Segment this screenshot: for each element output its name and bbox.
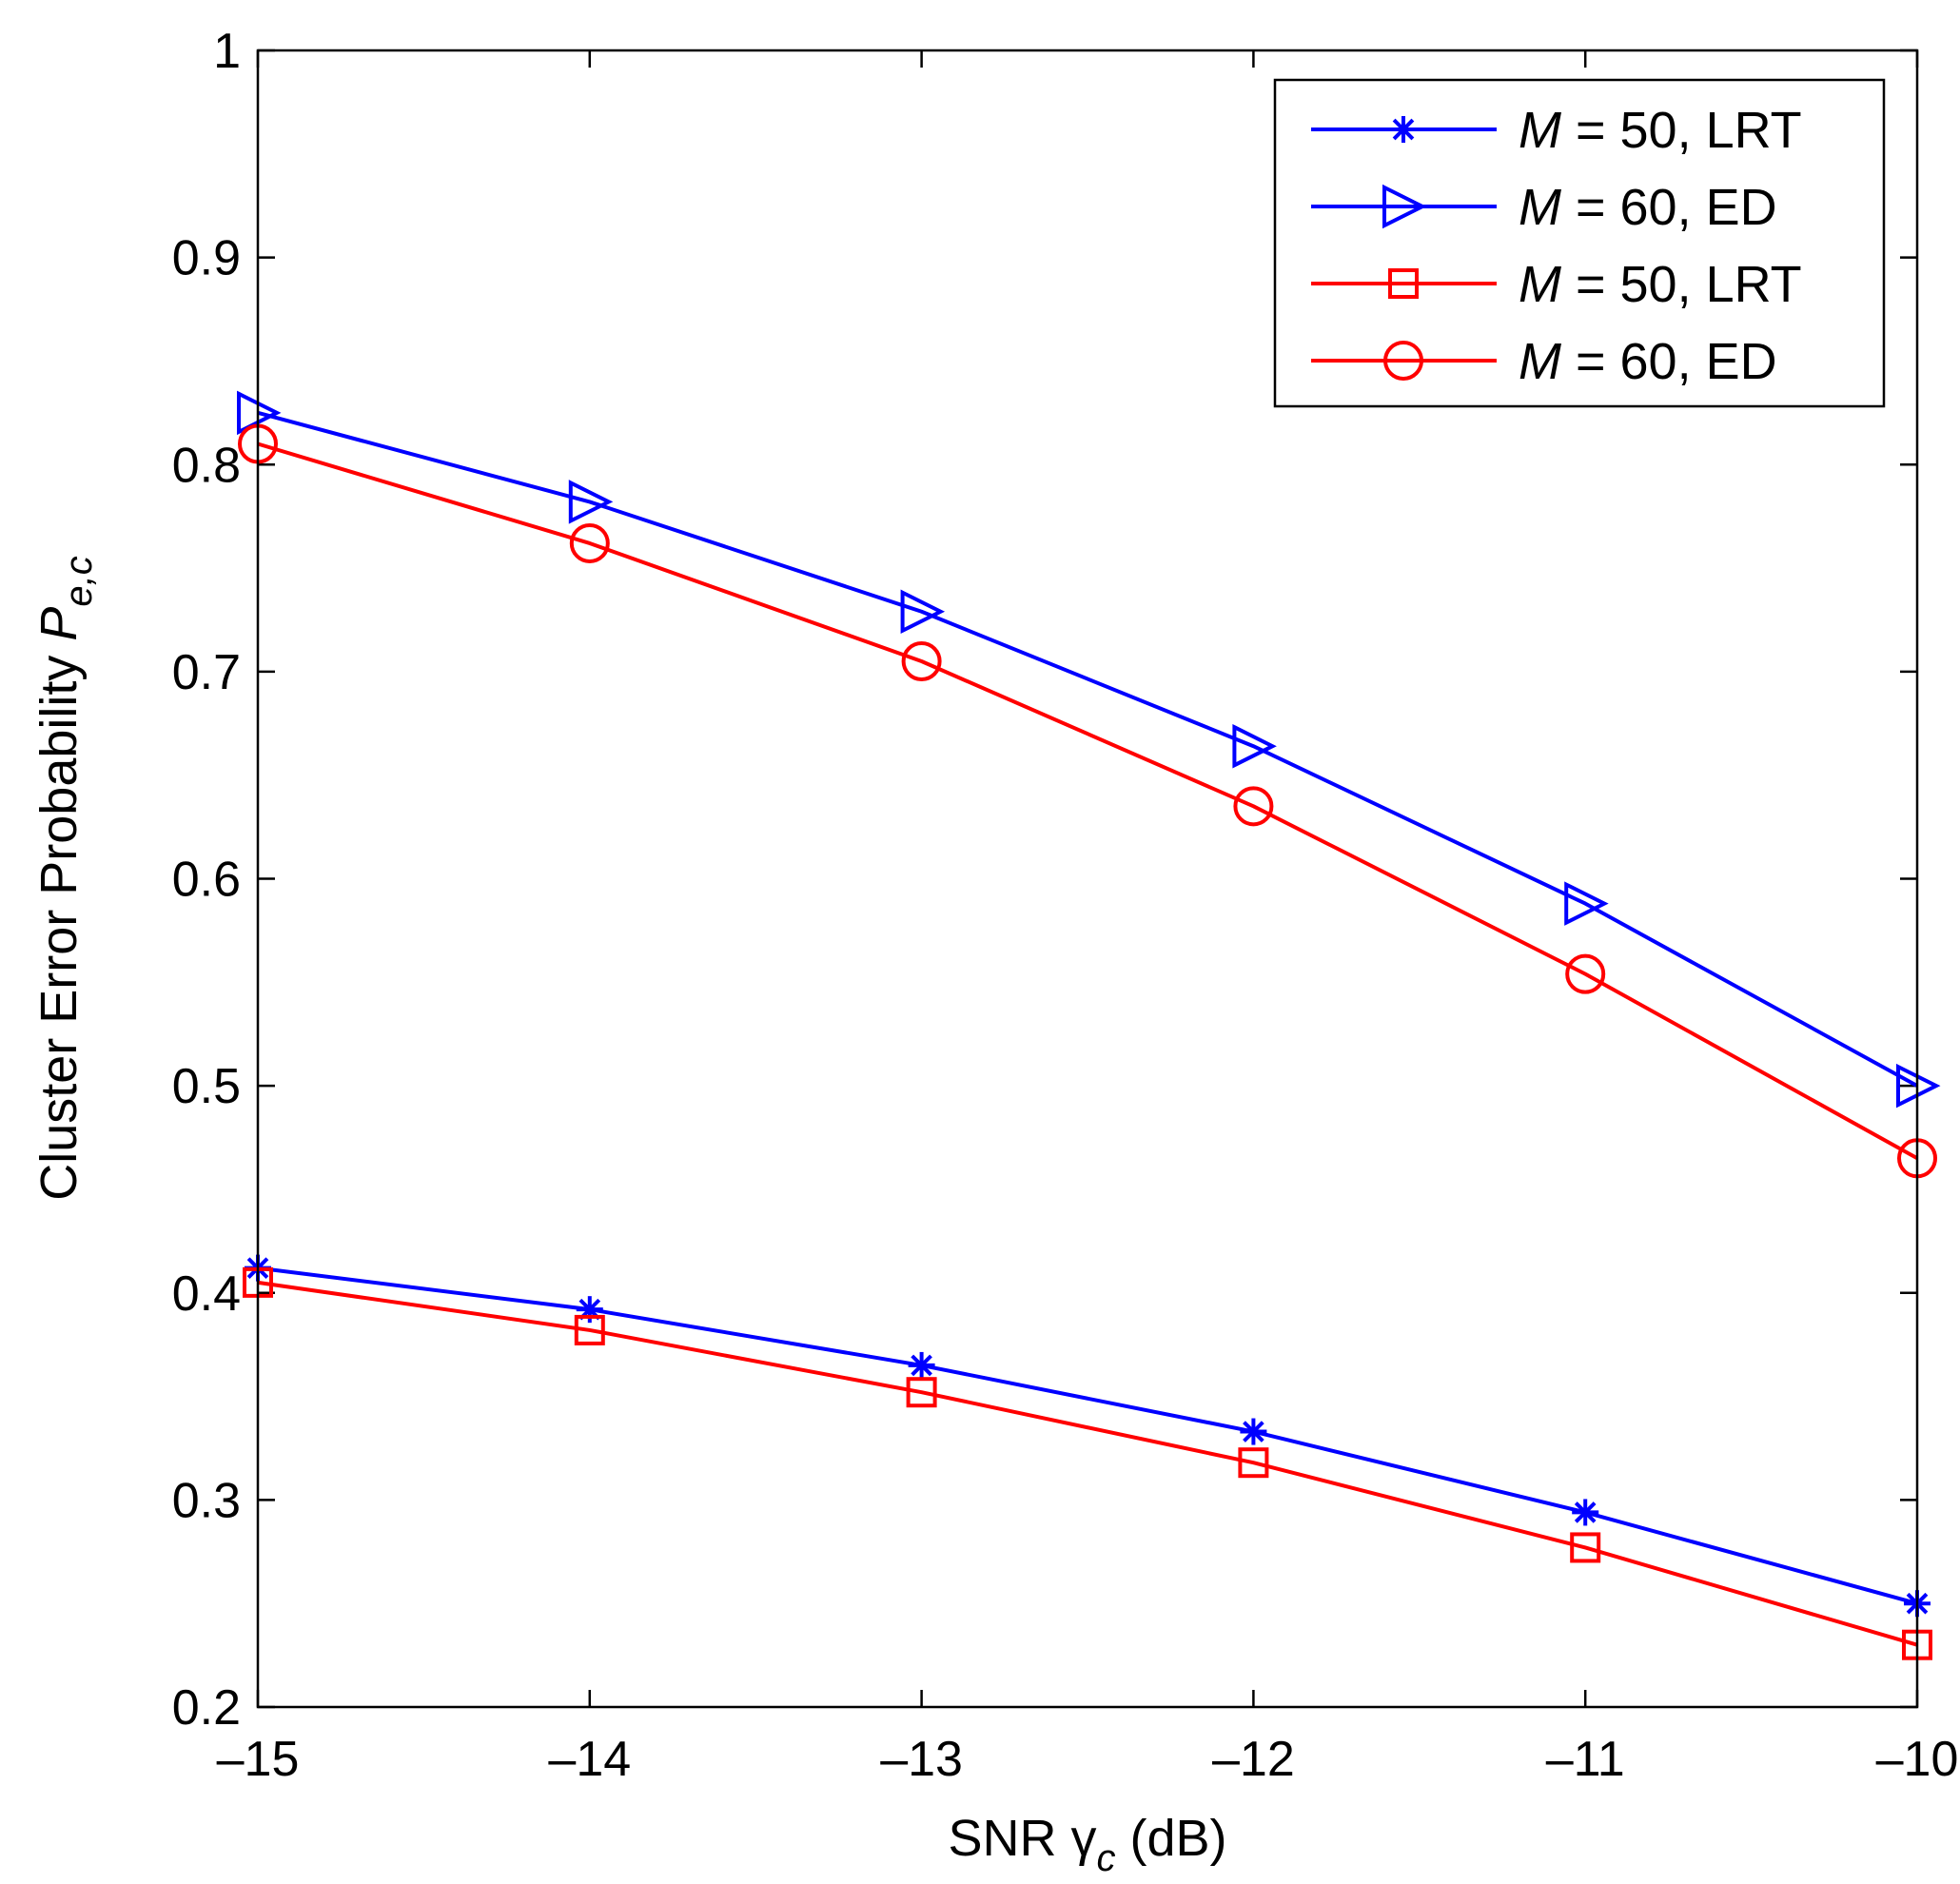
series-3-line: [257, 1280, 1918, 1647]
series-4-point-shape: [569, 522, 610, 563]
series-4-point: [901, 640, 942, 681]
y-tick-label: 0.8: [172, 438, 241, 493]
series-3-point-shape: [906, 1377, 937, 1408]
series-2-line: [257, 410, 1918, 1088]
x-axis-label-subscript: c: [1096, 1837, 1115, 1879]
y-tick-label: 0.2: [172, 1680, 241, 1736]
legend-entry-4: M = 60, ED: [1311, 333, 1777, 390]
legend-marker: [1383, 341, 1423, 381]
x-tick-label: –10: [1876, 1732, 1959, 1787]
series-1-point-stroke: [1243, 1421, 1264, 1442]
series-4-point: [1565, 953, 1606, 994]
series-2-point: [1232, 723, 1277, 769]
y-axis-ticks: 0.2 0.3 0.4 0.5 0.6 0.7 0.8 0.9 1: [172, 24, 1917, 1736]
x-axis-ticks: –15 –14 –13 –12 –11 –10: [217, 50, 1959, 1787]
legend-box: [1273, 78, 1886, 408]
series-2: [237, 390, 1941, 1109]
x-axis-label-prefix: SNR: [948, 1810, 1070, 1867]
legend-label-rest: = 50, LRT: [1561, 102, 1802, 159]
series-1-line: [257, 1266, 1918, 1606]
y-tick-label: 0.9: [172, 231, 241, 286]
x-axis-label-suffix: (dB): [1115, 1810, 1226, 1867]
legend-marker-stroke: [1392, 118, 1415, 141]
series-2-point-shape: [900, 589, 946, 634]
series-2-point: [1564, 881, 1609, 926]
x-tick-label: –15: [217, 1732, 300, 1787]
series-3-point-shape: [1238, 1447, 1269, 1479]
y-tick-label: 0.6: [172, 853, 241, 908]
y-tick-label: 0.5: [172, 1059, 241, 1114]
series-4-point: [1233, 786, 1274, 827]
series-1-point: [576, 1296, 603, 1324]
axes-frame: [256, 49, 1919, 1709]
legend-label-variable: M: [1519, 102, 1561, 159]
y-axis-label-prefix: Cluster Error Probability: [30, 641, 88, 1201]
series-2-point: [900, 589, 946, 634]
legend-marker-shape: [1388, 268, 1419, 299]
legend-label: M = 60, ED: [1519, 179, 1777, 236]
series-4: [238, 423, 1937, 1179]
y-axis-label-symbol: P: [30, 607, 88, 641]
series-3-point: [574, 1314, 605, 1345]
series-3-point: [1570, 1532, 1601, 1563]
legend-label-variable: M: [1519, 256, 1561, 313]
series-2-point-shape: [1232, 723, 1277, 769]
legend-marker: [1382, 184, 1427, 229]
legend-label-rest: = 50, LRT: [1561, 256, 1802, 313]
legend-entry-1: M = 50, LRT: [1311, 102, 1802, 159]
legend-label: M = 50, LRT: [1519, 102, 1802, 159]
legend-entry-3: M = 50, LRT: [1311, 256, 1802, 313]
legend-entry-2: M = 60, ED: [1311, 179, 1777, 236]
y-tick-label: 0.3: [172, 1473, 241, 1528]
series-2-point: [568, 480, 614, 524]
legend-marker: [1388, 268, 1419, 299]
legend-label: M = 60, ED: [1519, 333, 1777, 390]
legend-marker-shape: [1382, 184, 1427, 229]
y-tick-label: 1: [213, 24, 241, 79]
series-1-point: [1572, 1499, 1599, 1526]
legend-label: M = 50, LRT: [1519, 256, 1802, 313]
legend-label-variable: M: [1519, 333, 1561, 390]
series-4-point-shape: [1565, 953, 1606, 994]
legend-marker: [1390, 116, 1417, 143]
legend-label-variable: M: [1519, 179, 1561, 236]
series-layer: [237, 390, 1941, 1660]
y-axis-label-subscript: e,c: [58, 556, 100, 606]
x-tick-label: –13: [880, 1732, 963, 1787]
series-2-point-shape: [1564, 881, 1609, 926]
x-tick-label: –14: [548, 1732, 631, 1787]
series-4-point-shape: [901, 640, 942, 681]
series-3-point-shape: [1570, 1532, 1601, 1563]
series-4-point-shape: [1233, 786, 1274, 827]
y-tick-label: 0.4: [172, 1266, 241, 1322]
x-axis-label-symbol: γ: [1070, 1810, 1096, 1867]
legend-marker-shape: [1383, 341, 1423, 381]
x-tick-label: –12: [1212, 1732, 1295, 1787]
series-3-point: [1238, 1447, 1269, 1479]
x-tick-label: –11: [1546, 1732, 1625, 1787]
y-axis-label: Cluster Error Probability Pe,c: [30, 556, 100, 1201]
series-1-point-stroke: [1574, 1501, 1597, 1523]
series-1-point-stroke: [911, 1354, 932, 1377]
legend-label-rest: = 60, ED: [1561, 333, 1777, 390]
series-3-point: [906, 1377, 937, 1408]
y-tick-label: 0.7: [172, 645, 241, 700]
series-1-point: [1240, 1418, 1267, 1445]
series-4-line: [257, 442, 1918, 1161]
series-2-point-shape: [568, 480, 614, 524]
legend-label-rest: = 60, ED: [1561, 179, 1777, 236]
series-3-point-shape: [574, 1314, 605, 1345]
x-axis-label: SNR γc (dB): [948, 1810, 1226, 1879]
series-4-point: [569, 522, 610, 563]
series-1-point: [908, 1351, 935, 1379]
